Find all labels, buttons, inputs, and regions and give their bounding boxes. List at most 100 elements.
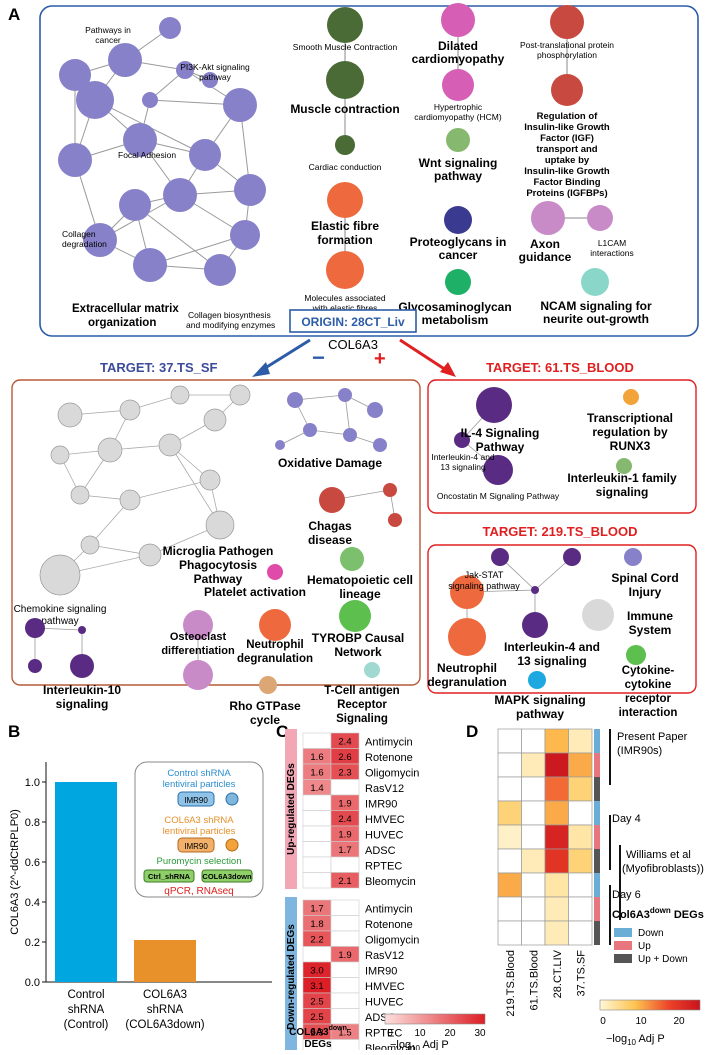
node-wnt xyxy=(446,128,470,152)
chart-d-cell xyxy=(568,728,593,754)
node-ncam xyxy=(581,268,609,296)
chart-c-row-label: ADSC xyxy=(365,845,396,857)
panel-letter-a: A xyxy=(8,5,20,24)
label-collagen-biosynthesis: Collagen biosynthesis and modifying enzym… xyxy=(186,310,275,330)
chart-c-colorbar-tick: 20 xyxy=(444,1028,456,1039)
minus-sign: − xyxy=(312,345,325,370)
chart-c-cell-value: 1.7 xyxy=(310,904,323,915)
node-tcell xyxy=(364,662,380,678)
chart-c-colorbar-tick: 10 xyxy=(414,1028,426,1039)
chart-d-row-category xyxy=(594,897,600,921)
chart-c-cell-value: 1.7 xyxy=(338,845,351,856)
annotation-williams: Williams et al (Myofibroblasts)) xyxy=(622,849,704,875)
target-sf-title: TARGET: 37.TS_SF xyxy=(100,360,218,375)
label-muscle-contraction: Muscle contraction xyxy=(290,102,399,116)
chart-b-ytick-label: 0.4 xyxy=(25,897,40,909)
chart-c-row-label: RPTEC xyxy=(365,861,402,873)
chart-d-cell xyxy=(568,776,593,802)
chart-d-cell xyxy=(568,824,593,850)
label-spinal: Spinal Cord Injury xyxy=(611,571,678,599)
chart-d-cell xyxy=(544,896,569,922)
node-cardiac-conduction xyxy=(335,135,355,155)
target-sf-border xyxy=(11,379,421,686)
label-osteoclast: Osteoclast differentiation xyxy=(161,631,235,657)
node-rho xyxy=(259,676,277,694)
chart-b-category-label: COL6A3 xyxy=(143,989,187,1001)
inset-control-text: Control shRNA lentiviral particles xyxy=(163,768,236,790)
label-chagas: Chagas disease xyxy=(308,519,352,547)
label-ptm: Post-translational protein phosphorylatio… xyxy=(520,40,614,60)
chart-d-cell xyxy=(521,896,546,922)
label-microglia: Microglia Pathogen Phagocytosis Pathway xyxy=(163,544,274,586)
origin-panel-border xyxy=(39,5,699,337)
label-chemokine: Chemokine signaling pathway xyxy=(14,604,107,627)
chart-c-cell-value: 1.4 xyxy=(310,783,323,794)
chart-b-bar xyxy=(55,782,117,982)
arrow-to-sf xyxy=(261,338,311,372)
label-pi3k: PI3K-Akt signaling pathway xyxy=(180,62,250,82)
chart-d-cell xyxy=(568,752,593,778)
chart-d-cell xyxy=(521,800,546,826)
plus-sign: + xyxy=(374,348,386,370)
chart-b-category-label: (COL6A3down) xyxy=(125,1019,204,1031)
chart-c-xlabel-2: DEGs xyxy=(304,1039,332,1050)
arrow-head-sf xyxy=(252,362,270,377)
label-collagen-degradation: Collagen degradation xyxy=(62,229,107,249)
chart-c-cell-value: 2.5 xyxy=(310,997,323,1008)
label-wnt: Wnt signaling pathway xyxy=(419,156,498,183)
node-innate xyxy=(450,575,484,609)
chart-d-row-category xyxy=(594,849,600,873)
label-mapk: MAPK signaling pathway xyxy=(494,693,585,721)
chart-d-cell xyxy=(521,920,546,946)
annotation-day4: Day 4 xyxy=(612,813,641,825)
chart-c-cell xyxy=(330,930,360,947)
node-spinal xyxy=(624,548,642,566)
label-ncam: NCAM signaling for neurite out-growth xyxy=(540,299,652,326)
label-hcm: Hypertrophic cardiomyopathy (HCM) xyxy=(414,102,502,122)
node-dilated-cardiomyopathy xyxy=(441,3,475,37)
chart-c-cell xyxy=(330,961,360,978)
chart-b-ylabel: COL6A3 (2^-ddCtRPLP0) xyxy=(9,809,21,935)
inset-dish-ctrl-label: Ctrl_shRNA xyxy=(148,872,191,881)
chart-d-cell xyxy=(521,872,546,898)
annotation-present-paper: Present Paper (IMR90s) xyxy=(617,731,688,757)
chart-c-row-label: Rotenone xyxy=(365,919,413,931)
chart-d: 219.TS.Blood 61.TS.Blood 28.CT.LIV 37.TS.SF… xyxy=(497,728,701,1047)
node-l1cam xyxy=(587,205,613,231)
chart-c-cell-value: 1.9 xyxy=(338,830,351,841)
target-219-title: TARGET: 219.TS_BLOOD xyxy=(482,524,637,539)
chart-d-colorbar xyxy=(599,999,701,1011)
node-il1 xyxy=(616,458,632,474)
chart-d-cell xyxy=(521,776,546,802)
origin-label-box xyxy=(289,309,417,333)
label-hemato: Hematopoietic cell lineage xyxy=(307,573,413,601)
legend-d-swatch xyxy=(614,941,632,950)
chart-c-row-label: Oligomycin xyxy=(365,768,419,780)
chart-c-cell xyxy=(330,915,360,932)
chart-c-cell xyxy=(302,856,332,873)
label-cytokine: Cytokine-cytokine receptor interaction xyxy=(619,665,678,719)
chart-c-row-label: Bleomycin xyxy=(365,876,416,888)
chart-c-cell-value: 3.0 xyxy=(310,966,323,977)
chart-c-cell xyxy=(330,779,360,796)
chart-c-cell-value: 1.6 xyxy=(310,752,323,763)
label-molecules-elastic: Molecules associated with elastic fibres xyxy=(304,293,386,313)
chart-c-row-label: HMVEC xyxy=(365,814,405,826)
node-hemato xyxy=(340,547,364,571)
chart-c-cell-value: 2.3 xyxy=(310,1028,323,1039)
label-cardiac-conduction: Cardiac conduction xyxy=(309,162,382,172)
node-axon-guidance xyxy=(531,201,565,235)
chart-c-cell-value: 1.6 xyxy=(310,768,323,779)
node-igf xyxy=(551,74,583,106)
down-group-bar xyxy=(285,897,297,1055)
chart-d-cell xyxy=(544,776,569,802)
origin-label: ORIGIN: 28CT_Liv xyxy=(301,315,405,329)
chart-c-cell-value: 2.4 xyxy=(338,737,351,748)
label-il1: Interleukin-1 family signaling xyxy=(567,471,677,499)
label-il4: IL-4 Signaling Pathway xyxy=(461,426,540,454)
chart-b: 0.0 0.2 0.4 0.6 0.8 1.0 Control shRNA (Control) C… xyxy=(25,762,272,1031)
node-muscle-contraction xyxy=(326,61,364,99)
chart-c-row-label: HUVEC xyxy=(365,830,404,842)
chart-d-row-category xyxy=(594,873,600,897)
chart-d-row-category xyxy=(594,729,600,753)
